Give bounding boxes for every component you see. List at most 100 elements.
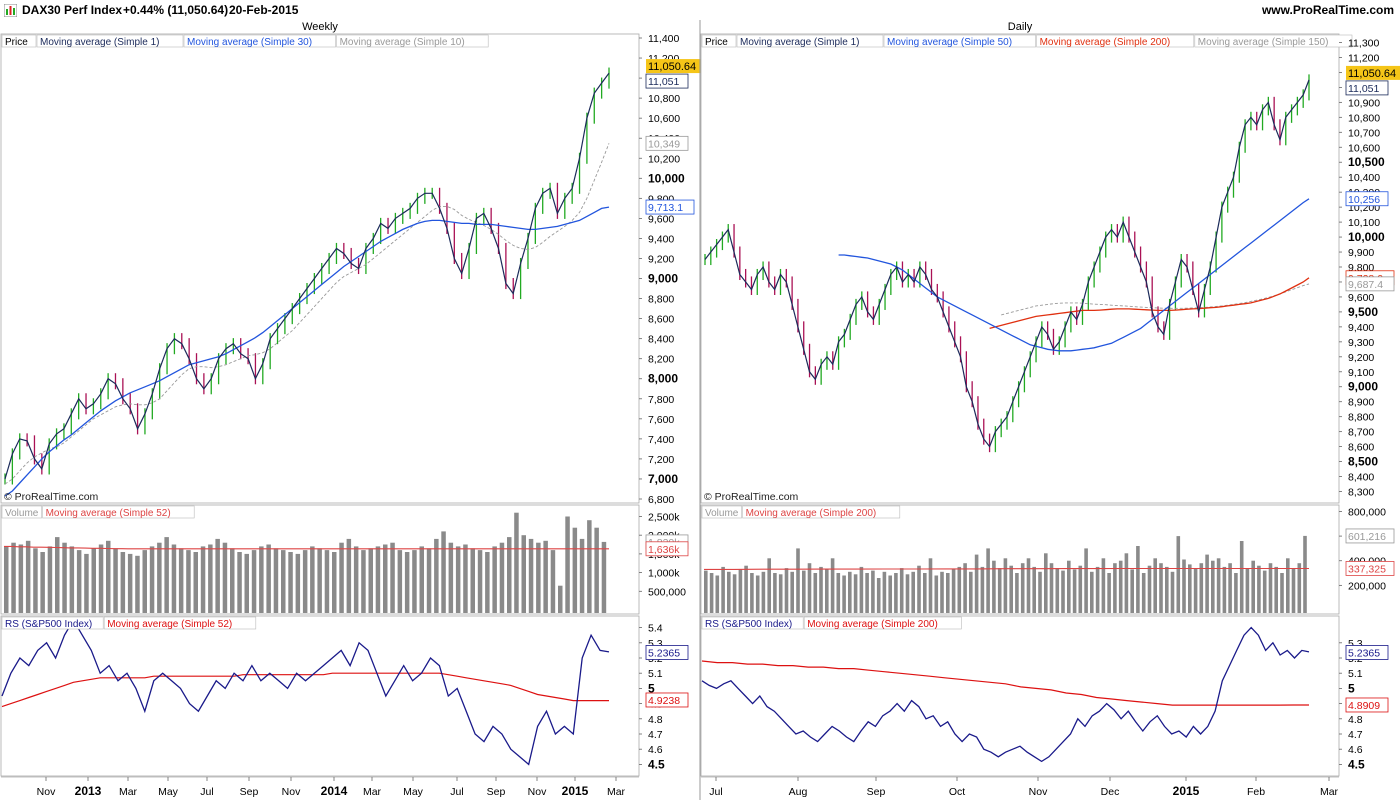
legend-box[interactable] bbox=[1194, 34, 1353, 48]
volume-bar bbox=[135, 555, 140, 613]
legend-label: Moving average (Simple 150) bbox=[1198, 37, 1329, 48]
volume-bar bbox=[47, 546, 53, 613]
volume-bar bbox=[859, 566, 864, 613]
volume-bar bbox=[980, 566, 985, 613]
y-tick-label: 5.1 bbox=[1348, 668, 1363, 680]
volume-bar bbox=[888, 575, 892, 613]
volume-bar bbox=[404, 552, 410, 613]
volume-bar bbox=[1257, 565, 1261, 613]
legend-label: Volume bbox=[705, 508, 739, 519]
volume-bar bbox=[802, 570, 806, 613]
volume-bar bbox=[572, 527, 578, 613]
volume-bar bbox=[295, 553, 301, 613]
x-tick-label: May bbox=[403, 786, 424, 798]
volume-bar bbox=[558, 585, 563, 613]
x-tick-label: 2015 bbox=[562, 784, 589, 798]
value-tag bbox=[1345, 561, 1395, 576]
volume-bar bbox=[1009, 565, 1013, 613]
volume-bar bbox=[1107, 573, 1111, 613]
y-tick-label: 8,200 bbox=[648, 354, 674, 366]
x-tick-label: Mar bbox=[363, 786, 382, 798]
y-tick-label: 9,000 bbox=[1348, 380, 1378, 394]
volume-bar bbox=[127, 553, 133, 613]
site-link[interactable]: www.ProRealTime.com bbox=[1261, 3, 1394, 17]
legend-box[interactable] bbox=[736, 34, 884, 48]
legend-box[interactable] bbox=[701, 616, 804, 630]
legend-box[interactable] bbox=[336, 34, 489, 48]
volume-bar bbox=[455, 546, 461, 613]
x-tick-label: Sep bbox=[867, 786, 886, 798]
x-tick-label: Oct bbox=[949, 786, 965, 798]
volume-panel[interactable] bbox=[700, 504, 1340, 615]
volume-bar bbox=[55, 537, 60, 613]
y-tick-label: 8,000 bbox=[648, 372, 678, 386]
y-tick-label: 10,600 bbox=[1348, 142, 1380, 154]
volume-bar bbox=[426, 548, 432, 613]
legend-box[interactable] bbox=[803, 616, 962, 630]
value-tag-label: 601,216 bbox=[1348, 531, 1386, 543]
volume-bar bbox=[1297, 563, 1302, 613]
volume-bar bbox=[1176, 536, 1181, 613]
legend-box[interactable] bbox=[183, 34, 336, 48]
y-tick-label: 9,600 bbox=[648, 213, 674, 225]
legend-label: Moving average (Simple 10) bbox=[340, 37, 465, 48]
volume-bar bbox=[721, 566, 725, 613]
volume-bar bbox=[317, 548, 322, 613]
legend-box[interactable] bbox=[36, 34, 184, 48]
volume-bar bbox=[186, 550, 191, 613]
volume-bar bbox=[149, 546, 155, 613]
legend-box[interactable] bbox=[103, 616, 257, 630]
volume-bar bbox=[974, 554, 979, 613]
price-panel[interactable] bbox=[0, 33, 640, 504]
y-tick-label: 10,800 bbox=[648, 93, 680, 105]
legend-box[interactable] bbox=[701, 505, 742, 519]
y-tick-label: 9,300 bbox=[1348, 337, 1374, 349]
volume-bar bbox=[485, 552, 490, 613]
y-tick-label: 4.6 bbox=[648, 744, 663, 756]
instrument-name[interactable]: DAX30 Perf Index bbox=[22, 3, 123, 17]
volume-bar bbox=[934, 575, 939, 613]
x-tick-label: Dec bbox=[1101, 786, 1120, 798]
volume-bar bbox=[923, 573, 927, 613]
legend-box[interactable] bbox=[1, 34, 37, 48]
legend-box[interactable] bbox=[1036, 34, 1195, 48]
volume-bar bbox=[1147, 565, 1152, 613]
legend-box[interactable] bbox=[742, 505, 901, 519]
price-panel[interactable] bbox=[700, 33, 1340, 504]
x-tick-label: Mar bbox=[607, 786, 626, 798]
volume-bar bbox=[499, 542, 505, 613]
x-tick-label: Nov bbox=[37, 786, 56, 798]
value-tag bbox=[645, 135, 689, 151]
volume-bar bbox=[579, 538, 585, 613]
legend-label: RS (S&P500 Index) bbox=[5, 619, 92, 630]
rs-panel[interactable] bbox=[700, 615, 1340, 777]
volume-bar bbox=[1136, 546, 1140, 613]
y-tick-label: 10,500 bbox=[1348, 155, 1385, 169]
volume-bar bbox=[40, 552, 45, 613]
legend-box[interactable] bbox=[701, 34, 737, 48]
y-tick-label: 10,000 bbox=[1348, 230, 1385, 244]
legend-box[interactable] bbox=[1, 505, 42, 519]
volume-bar bbox=[507, 537, 512, 613]
volume-bar bbox=[1124, 553, 1129, 613]
legend-box[interactable] bbox=[883, 34, 1036, 48]
value-tag bbox=[645, 645, 689, 660]
volume-bar bbox=[876, 578, 881, 613]
legend-box[interactable] bbox=[1, 616, 104, 630]
volume-bar bbox=[11, 542, 16, 613]
volume-bar bbox=[813, 573, 818, 613]
volume-bar bbox=[521, 535, 526, 613]
quote-date: 20-Feb-2015 bbox=[229, 3, 299, 17]
value-tag bbox=[1345, 645, 1389, 660]
moving-average-line bbox=[4, 143, 610, 485]
y-tick-label: 5.4 bbox=[648, 623, 663, 635]
volume-bar bbox=[709, 573, 714, 613]
volume-bar bbox=[1141, 573, 1146, 613]
volume-bar bbox=[761, 571, 766, 613]
rs-ma-line bbox=[1, 672, 609, 708]
volume-bar bbox=[911, 571, 915, 613]
legend-box[interactable] bbox=[42, 505, 195, 519]
y-tick-label: 200,000 bbox=[1348, 580, 1386, 592]
moving-average-line bbox=[838, 198, 1310, 352]
